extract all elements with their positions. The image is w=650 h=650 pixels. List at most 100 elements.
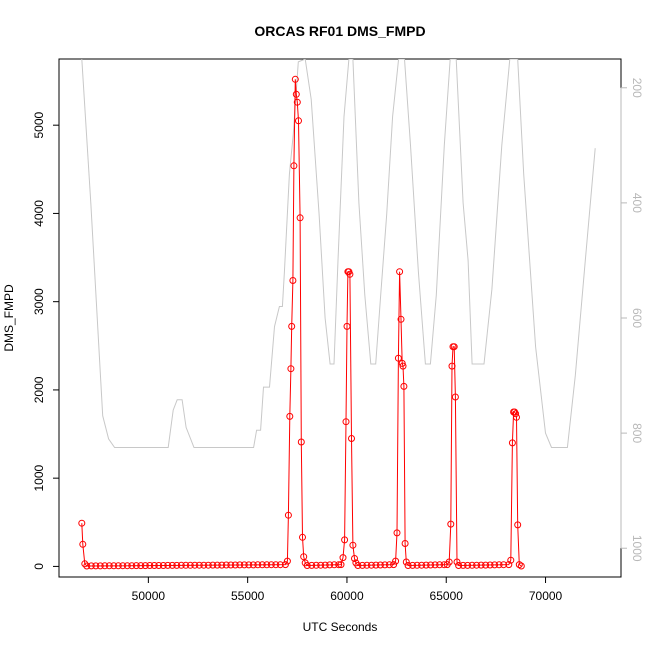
data-point	[284, 511, 292, 519]
data-point	[508, 439, 516, 447]
y2-tick-label: 800	[630, 423, 644, 443]
x-tick-label: 60000	[330, 589, 364, 603]
data-point	[240, 561, 248, 569]
data-point	[453, 558, 461, 566]
data-point	[267, 561, 275, 569]
data-point	[431, 561, 439, 569]
x-tick-label: 65000	[430, 589, 464, 603]
data-point	[394, 354, 402, 362]
data-point	[341, 536, 349, 544]
data-point	[155, 562, 163, 569]
data-point	[258, 561, 266, 569]
data-point	[482, 561, 490, 569]
data-point	[326, 561, 334, 569]
data-point	[363, 561, 371, 569]
data-point	[422, 561, 430, 569]
data-point	[114, 562, 122, 570]
data-point	[173, 561, 181, 569]
data-point	[287, 365, 295, 373]
data-point	[500, 561, 508, 569]
data-point	[367, 561, 375, 569]
y-tick-label: 2000	[32, 376, 46, 403]
data-point	[351, 555, 358, 562]
data-point	[427, 561, 435, 569]
data-point	[376, 561, 384, 569]
data-point	[195, 561, 203, 569]
data-point	[390, 561, 398, 569]
data-point	[337, 561, 345, 569]
data-point	[290, 162, 298, 170]
data-point	[213, 561, 221, 569]
data-point	[512, 410, 520, 418]
data-point	[473, 561, 481, 569]
data-point	[343, 322, 351, 330]
data-point	[79, 540, 87, 548]
data-point	[402, 558, 410, 566]
data-point	[468, 561, 476, 569]
data-point	[164, 561, 172, 569]
y-axis-right: 200 400 600 800 1000	[620, 78, 644, 562]
secondary-series-line	[81, 59, 596, 448]
data-point	[354, 562, 362, 569]
data-point	[222, 561, 230, 569]
data-point	[404, 562, 412, 569]
data-point	[448, 362, 456, 370]
data-point	[455, 562, 463, 569]
data-point	[276, 561, 284, 569]
data-point	[128, 562, 136, 570]
x-tick-label: 70000	[529, 589, 563, 603]
data-point	[245, 561, 253, 569]
data-point	[396, 268, 404, 276]
data-point	[191, 561, 199, 569]
data-point	[110, 562, 118, 570]
data-point	[182, 561, 190, 569]
data-point	[296, 214, 304, 222]
data-point	[477, 561, 485, 569]
y-tick-label: 3000	[32, 288, 46, 315]
data-point	[101, 562, 109, 570]
data-point	[81, 560, 89, 568]
data-point	[249, 561, 257, 569]
data-point	[289, 277, 297, 284]
data-point	[348, 435, 355, 442]
data-point	[227, 561, 235, 569]
y-axis-left: 0 1000 2000 3000 4000 5000	[32, 112, 60, 570]
data-point	[464, 561, 472, 569]
data-point	[286, 412, 294, 420]
data-point	[401, 540, 409, 547]
data-point	[486, 561, 494, 569]
x-tick-label: 55000	[231, 589, 265, 603]
data-point	[342, 418, 350, 426]
data-point	[292, 90, 300, 98]
data-point	[137, 562, 145, 570]
data-point	[451, 393, 459, 401]
data-point	[123, 562, 131, 570]
data-point	[209, 561, 217, 569]
y2-tick-label: 1000	[630, 535, 644, 562]
data-point	[491, 561, 499, 569]
y-tick-label: 1000	[32, 464, 46, 491]
chart-title: ORCAS RF01 DMS_FMPD	[254, 23, 425, 39]
data-point	[303, 562, 311, 569]
data-point	[150, 562, 158, 569]
data-point	[308, 561, 316, 569]
primary-series-layer	[78, 75, 525, 570]
data-point	[92, 562, 100, 570]
data-point	[505, 561, 513, 569]
data-point	[459, 561, 467, 569]
data-point	[346, 270, 354, 278]
y2-tick-label: 200	[630, 78, 644, 98]
y2-tick-label: 600	[630, 308, 644, 328]
data-point	[159, 562, 167, 569]
data-point	[105, 562, 113, 570]
data-point	[83, 562, 91, 570]
data-point	[517, 562, 525, 570]
data-point	[272, 561, 280, 569]
data-point	[400, 382, 408, 390]
y-tick-label: 0	[32, 563, 46, 570]
data-point	[146, 562, 154, 569]
data-point	[507, 556, 515, 564]
x-axis: 50000 55000 60000 65000 70000	[132, 576, 563, 603]
x-tick-label: 50000	[132, 589, 166, 603]
